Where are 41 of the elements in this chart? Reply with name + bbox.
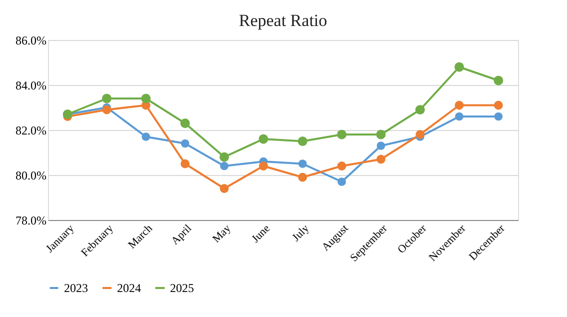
point xyxy=(298,160,307,168)
y-tick-label: 84.0% xyxy=(16,78,46,92)
legend-label: 2023 xyxy=(64,281,88,295)
legend-label: 2025 xyxy=(170,281,194,295)
point xyxy=(220,162,228,170)
y-tick-label: 82.0% xyxy=(16,124,46,138)
point xyxy=(338,178,346,186)
point xyxy=(298,172,308,182)
point xyxy=(180,118,190,128)
y-tick-label: 78.0% xyxy=(16,214,46,228)
x-tick-label: July xyxy=(290,222,312,244)
point xyxy=(337,162,346,170)
chart-title: Repeat Ratio xyxy=(238,11,328,30)
point xyxy=(376,154,386,164)
point xyxy=(220,184,229,193)
point xyxy=(454,100,464,110)
y-tick-label: 80.0% xyxy=(16,168,46,182)
point xyxy=(220,152,229,162)
point xyxy=(102,94,112,104)
point xyxy=(298,136,308,146)
point xyxy=(416,130,425,139)
point xyxy=(376,130,386,140)
point xyxy=(337,130,346,140)
point xyxy=(376,142,386,150)
point xyxy=(141,94,151,104)
point xyxy=(258,134,268,144)
point xyxy=(180,139,190,148)
point xyxy=(455,112,464,121)
legend-label: 2024 xyxy=(117,281,141,295)
point xyxy=(494,112,503,121)
x-tick-label: May xyxy=(210,222,234,246)
point xyxy=(415,105,425,114)
point xyxy=(258,162,268,170)
point xyxy=(180,159,190,168)
point xyxy=(494,100,503,110)
point xyxy=(494,76,504,86)
x-tick-label: June xyxy=(250,222,272,246)
y-tick-label: 86.0% xyxy=(16,34,46,48)
point xyxy=(142,132,150,141)
point xyxy=(454,62,464,72)
point xyxy=(102,105,112,114)
